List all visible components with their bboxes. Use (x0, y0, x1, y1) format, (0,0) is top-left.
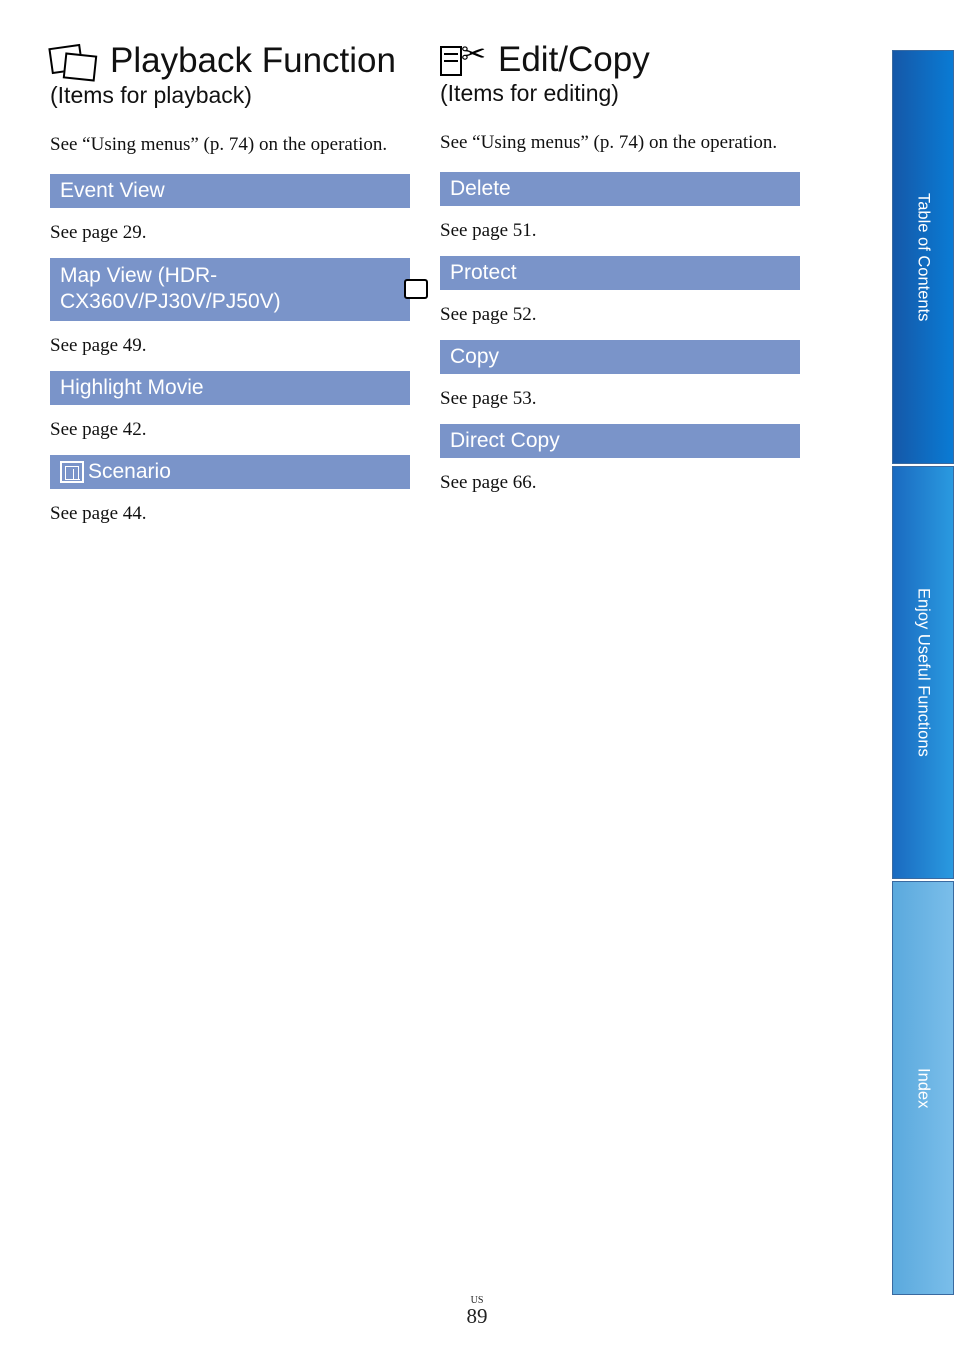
edit-icon: ✂ (440, 40, 488, 80)
right-column: ✂ Edit/Copy (Items for editing) See “Usi… (440, 40, 800, 1357)
left-section-head: Playback Function (Items for playback) (50, 40, 410, 109)
right-title: Edit/Copy (498, 40, 650, 80)
menu-item-bar[interactable]: Map View (HDR-CX360V/PJ30V/PJ50V)▶ (50, 258, 410, 321)
menu-item-desc: See page 49. (50, 335, 410, 357)
footer: US 89 (0, 1296, 954, 1327)
menu-item-bar[interactable]: Event View (50, 174, 410, 208)
scenario-icon (60, 461, 84, 483)
menu-item-desc: See page 29. (50, 222, 410, 244)
tab-index[interactable]: Index (892, 881, 954, 1295)
menu-item-desc: See page 53. (440, 388, 800, 410)
menu-item-bar[interactable]: Highlight Movie (50, 371, 410, 405)
menu-item-label: Direct Copy (450, 429, 560, 453)
menu-item-bar[interactable]: Direct Copy (440, 424, 800, 458)
page-root: Playback Function (Items for playback) S… (0, 0, 954, 1357)
menu-item-label: Event View (60, 179, 165, 203)
menu-item-bar[interactable]: Delete (440, 172, 800, 206)
right-items: Delete See page 51. Protect See page 52. Cop… (440, 172, 800, 494)
menu-item-bar[interactable]: Protect (440, 256, 800, 290)
left-items: Event View See page 29. Map View (HDR-CX36… (50, 174, 410, 525)
right-section-head: ✂ Edit/Copy (Items for editing) (440, 40, 800, 107)
playback-icon (50, 40, 100, 82)
left-subtitle: (Items for playback) (50, 82, 410, 109)
right-subtitle: (Items for editing) (440, 80, 800, 107)
tab-toc[interactable]: Table of Contents (892, 50, 954, 464)
menu-item-desc: See page 44. (50, 503, 410, 525)
content-area: Playback Function (Items for playback) S… (0, 0, 954, 1357)
right-intro: See “Using menus” (p. 74) on the operati… (440, 132, 800, 154)
menu-item-label: Protect (450, 261, 517, 285)
left-intro: See “Using menus” (p. 74) on the operati… (50, 134, 410, 156)
footer-page: 89 (0, 1306, 954, 1327)
tab-useful-functions[interactable]: Enjoy Useful Functions (892, 466, 954, 880)
right-title-row: ✂ Edit/Copy (440, 40, 800, 80)
left-title-row: Playback Function (50, 40, 410, 82)
menu-item-label: Map View (HDR-CX360V/PJ30V/PJ50V) (60, 263, 400, 316)
left-column: Playback Function (Items for playback) S… (50, 40, 410, 1357)
menu-item-label: Highlight Movie (60, 376, 204, 400)
menu-item-bar[interactable]: Copy (440, 340, 800, 374)
left-title: Playback Function (110, 41, 396, 81)
menu-item-bar[interactable]: Scenario (50, 455, 410, 489)
menu-item-desc: See page 42. (50, 419, 410, 441)
menu-item-label: Copy (450, 345, 499, 369)
menu-item-desc: See page 52. (440, 304, 800, 326)
menu-item-label: Scenario (88, 460, 171, 484)
menu-item-label: Delete (450, 177, 511, 201)
play-icon: ▶ (404, 279, 428, 299)
menu-item-desc: See page 66. (440, 472, 800, 494)
menu-item-desc: See page 51. (440, 220, 800, 242)
sidebar: Table of Contents Enjoy Useful Functions… (892, 50, 954, 1297)
